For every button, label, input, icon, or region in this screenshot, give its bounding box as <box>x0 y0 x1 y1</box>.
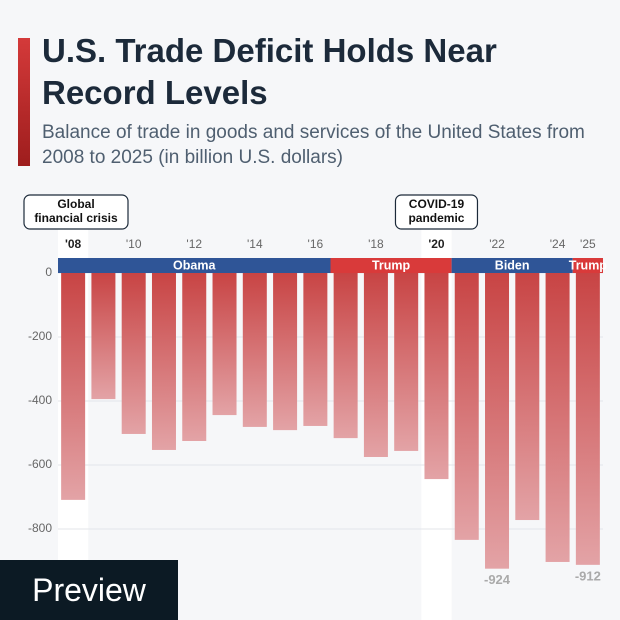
x-tick-label: '10 <box>126 237 142 251</box>
term-band <box>451 258 573 273</box>
term-band <box>572 258 603 273</box>
x-tick-label: '20 <box>428 237 445 251</box>
bar <box>515 273 540 521</box>
bar <box>303 273 328 426</box>
title: U.S. Trade Deficit Holds Near Record Lev… <box>42 32 497 111</box>
y-tick-label: -800 <box>28 521 52 535</box>
bar <box>91 273 116 400</box>
x-tick-label: '08 <box>65 237 82 251</box>
accent-bar <box>18 38 30 166</box>
bar <box>273 273 298 431</box>
bar <box>182 273 207 441</box>
bar <box>121 273 146 434</box>
y-tick-label: -200 <box>28 329 52 343</box>
bar <box>151 273 176 450</box>
term-label: Biden <box>495 258 530 272</box>
x-tick-label: '16 <box>308 237 324 251</box>
bar <box>333 273 358 439</box>
annotation-text: COVID-19 <box>409 197 465 211</box>
bar <box>424 273 449 480</box>
annotation-text: financial crisis <box>34 211 118 225</box>
value-label: -912 <box>575 568 601 583</box>
y-tick-label: 0 <box>45 265 52 279</box>
bar <box>212 273 237 416</box>
y-tick-label: -600 <box>28 457 52 471</box>
x-tick-label: '24 <box>550 237 566 251</box>
term-band <box>330 258 452 273</box>
term-label: Trump <box>569 258 608 272</box>
bar <box>485 273 510 569</box>
annotation-text: pandemic <box>408 211 464 225</box>
bar <box>545 273 570 562</box>
term-band <box>58 258 331 273</box>
bar <box>61 273 86 500</box>
annotation-box <box>23 194 129 230</box>
annotation-text: Global <box>57 197 94 211</box>
x-tick-label: '12 <box>186 237 202 251</box>
x-tick-label: '22 <box>489 237 505 251</box>
watermark: Preview <box>0 560 178 620</box>
bar <box>242 273 267 427</box>
bar <box>363 273 388 457</box>
term-label: Obama <box>173 258 216 272</box>
x-tick-label: '14 <box>247 237 263 251</box>
bar <box>394 273 419 451</box>
x-tick-label: '18 <box>368 237 384 251</box>
annotation-box <box>394 194 479 230</box>
y-tick-label: -400 <box>28 393 52 407</box>
bar <box>454 273 479 540</box>
term-label: Trump <box>372 258 411 272</box>
bar <box>575 273 600 565</box>
subtitle: Balance of trade in goods and services o… <box>42 122 585 168</box>
value-label: -924 <box>484 572 511 587</box>
x-tick-label: '25 <box>580 237 596 251</box>
